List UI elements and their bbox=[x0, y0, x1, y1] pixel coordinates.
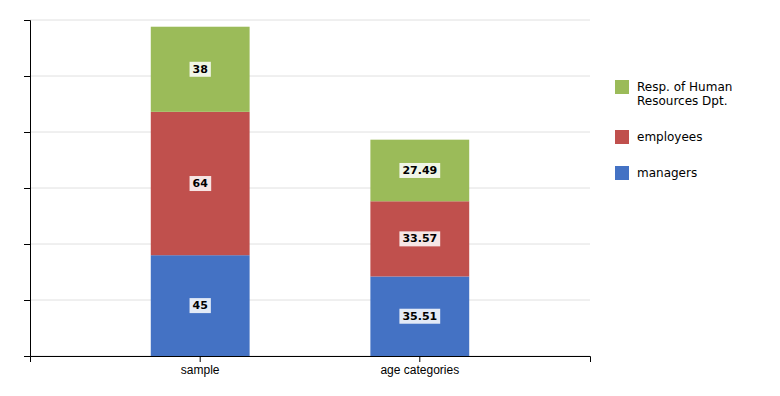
data-label: 64 bbox=[190, 176, 212, 191]
legend-swatch bbox=[615, 166, 629, 180]
legend-item: Resp. of HumanResources Dpt. bbox=[615, 80, 732, 108]
y-tick bbox=[24, 188, 30, 189]
legend-item: managers bbox=[615, 166, 697, 180]
grid-line bbox=[30, 132, 590, 133]
legend-label: managers bbox=[637, 166, 697, 180]
y-axis bbox=[24, 21, 31, 357]
bars bbox=[151, 27, 469, 356]
data-label: 33.57 bbox=[399, 231, 440, 246]
y-tick-mark bbox=[24, 76, 30, 77]
x-tick: sample bbox=[181, 356, 220, 377]
bar bbox=[370, 201, 469, 276]
legend-label: Resp. of HumanResources Dpt. bbox=[637, 80, 732, 108]
data-label: 27.49 bbox=[399, 163, 440, 178]
data-label-bg bbox=[399, 163, 440, 178]
legend-label: employees bbox=[637, 130, 702, 144]
bar bbox=[151, 255, 250, 356]
y-tick-mark bbox=[24, 188, 30, 189]
bar bbox=[151, 27, 250, 112]
data-label-bg bbox=[399, 231, 440, 246]
x-tick-label: sample bbox=[181, 363, 220, 377]
y-tick-mark bbox=[24, 132, 30, 133]
y-tick bbox=[24, 244, 30, 245]
legend-swatch bbox=[615, 130, 629, 144]
data-label-bg bbox=[190, 176, 212, 191]
y-tick-mark bbox=[24, 20, 30, 21]
x-tick: age categories bbox=[380, 356, 459, 377]
data-label-text: 33.57 bbox=[402, 232, 437, 245]
grid-line bbox=[30, 300, 590, 301]
grid-line bbox=[30, 20, 590, 21]
data-label-text: 35.51 bbox=[402, 310, 437, 323]
legend: Resp. of HumanResources Dpt. employees man… bbox=[615, 80, 732, 180]
grid-line bbox=[30, 76, 590, 77]
y-tick bbox=[24, 132, 30, 133]
x-tick-mark bbox=[419, 356, 420, 362]
data-label-bg bbox=[190, 298, 211, 313]
grid-line bbox=[30, 188, 590, 189]
x-axis-line bbox=[31, 357, 591, 363]
legend-item: employees bbox=[615, 130, 702, 144]
data-labels: 45 35.51 64 33.57 38 27.49 bbox=[190, 62, 441, 324]
chart: sample age categories 45 35.51 64 33.57 38 27.4… bbox=[0, 0, 780, 396]
data-label-text: 27.49 bbox=[402, 164, 437, 177]
bar bbox=[370, 140, 469, 202]
y-tick bbox=[24, 300, 30, 301]
y-tick-mark bbox=[24, 244, 30, 245]
bar bbox=[151, 112, 250, 255]
y-tick-mark bbox=[24, 356, 30, 357]
y-tick bbox=[24, 356, 30, 357]
data-label: 45 bbox=[190, 298, 211, 313]
data-label: 35.51 bbox=[399, 309, 440, 324]
x-tick-mark bbox=[200, 356, 201, 362]
plot: sample age categories 45 35.51 64 33.57 38 27.4… bbox=[24, 20, 591, 377]
grid bbox=[30, 20, 590, 356]
y-axis-line bbox=[24, 21, 31, 357]
y-tick-mark bbox=[24, 300, 30, 301]
series bbox=[151, 27, 469, 202]
data-label-text: 45 bbox=[193, 299, 208, 312]
y-tick bbox=[24, 20, 30, 21]
grid-line bbox=[30, 244, 590, 245]
data-label: 38 bbox=[190, 62, 211, 77]
data-label-text: 38 bbox=[193, 63, 208, 76]
y-tick bbox=[24, 76, 30, 77]
data-label-bg bbox=[399, 309, 440, 324]
x-tick-label: age categories bbox=[380, 363, 459, 377]
x-axis: sample age categories bbox=[31, 356, 591, 377]
series bbox=[151, 112, 469, 277]
legend-swatch bbox=[615, 80, 629, 94]
bar bbox=[370, 276, 469, 356]
data-label-text: 64 bbox=[193, 177, 209, 190]
data-label-bg bbox=[190, 62, 211, 77]
